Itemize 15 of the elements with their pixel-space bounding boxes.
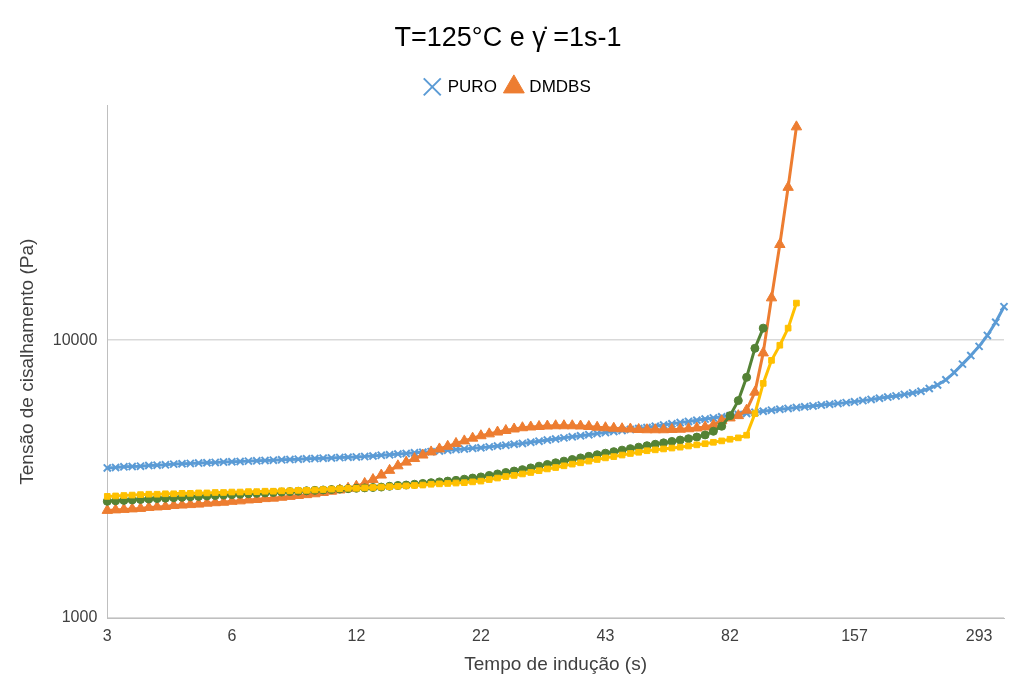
- x-axis-title: Tempo de indução (s): [464, 652, 648, 674]
- chart-title: T=125°C e γ̇ =1s-1: [394, 21, 622, 52]
- x-tick-label: 43: [596, 627, 615, 645]
- x-tick-label: 12: [347, 627, 366, 645]
- x-tick-label: 82: [721, 627, 740, 645]
- y-axis-title: Tensão de cisalhamento (Pa): [15, 238, 37, 485]
- legend-label: DMDBS: [529, 76, 591, 96]
- x-tick-label: 293: [965, 627, 993, 645]
- x-tick-label: 157: [841, 627, 868, 645]
- y-tick-label: 10000: [52, 330, 98, 348]
- x-tick-label: 3: [102, 627, 112, 645]
- x-tick-label: 22: [472, 627, 490, 645]
- x-tick-label: 6: [227, 627, 237, 645]
- legend-label: PURO: [447, 76, 497, 96]
- y-tick-label: 1000: [61, 608, 98, 626]
